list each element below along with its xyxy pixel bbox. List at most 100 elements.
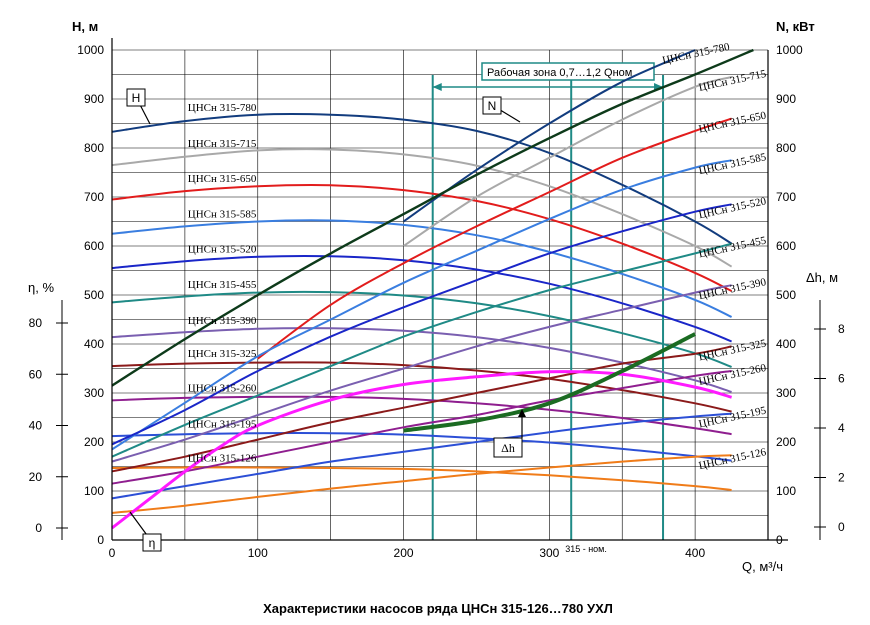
n-tick-label: 400 — [776, 337, 796, 351]
n-axis-title: N, кВт — [776, 19, 815, 34]
h-curve — [111, 219, 733, 318]
n-curve — [111, 454, 732, 514]
h-curve — [111, 361, 732, 413]
dh-tick-label: 4 — [838, 421, 845, 435]
eta-tick-label: 0 — [35, 521, 42, 535]
h-marker: H — [132, 91, 141, 105]
h-marker-box — [126, 88, 146, 107]
working-zone-label-box — [481, 62, 655, 81]
q-tick-label: 200 — [394, 546, 414, 560]
n-curve — [111, 284, 732, 463]
n-tick-label: 0 — [776, 533, 783, 547]
q-tick-label: 400 — [685, 546, 705, 560]
n-tick-label: 300 — [776, 386, 796, 400]
n-tick-label: 200 — [776, 435, 796, 449]
n-tick-label: 1000 — [776, 43, 803, 57]
eta-marker: η — [149, 536, 156, 550]
axes: 0100200300400500600700800900100001002003… — [29, 38, 845, 560]
dh-tick-label: 8 — [838, 322, 845, 336]
h-curve-label: ЦНСн 315-520 — [188, 244, 257, 256]
n-curve-label: ЦНСн 315-260 — [698, 362, 768, 388]
h-tick-label: 700 — [84, 190, 104, 204]
q-tick-label: 100 — [248, 546, 268, 560]
n-tick-label: 900 — [776, 92, 796, 106]
h-axis-title: Н, м — [72, 19, 98, 34]
h-tick-label: 800 — [84, 141, 104, 155]
h-tick-label: 1000 — [77, 43, 104, 57]
eta-tick-label: 80 — [29, 316, 43, 330]
h-curve-label: ЦНСн 315-585 — [188, 208, 257, 220]
h-curve — [111, 112, 733, 245]
n-curve-label: ЦНСн 315-195 — [698, 404, 768, 430]
dh-tick-label: 2 — [838, 471, 845, 485]
h-curve — [111, 183, 733, 292]
n-curve — [111, 203, 732, 446]
h-curve-label: ЦНСн 315-195 — [188, 419, 257, 431]
n-curve-label: ЦНСн 315-126 — [698, 446, 768, 472]
eta-axis-title: η, % — [28, 280, 54, 295]
n-marker: N — [488, 99, 497, 113]
n-curve — [111, 242, 732, 458]
h-curve-label: ЦНСн 315-715 — [188, 138, 257, 150]
nominal-flow-label: 315 - ном. — [565, 544, 607, 554]
h-curve — [111, 432, 732, 462]
working-zone-label: Рабочая зона 0,7…1,2 Qном — [487, 67, 632, 79]
n-curve — [111, 159, 732, 451]
x-axis-title: Q, м³/ч — [742, 559, 783, 574]
h-tick-label: 400 — [84, 337, 104, 351]
q-tick-label: 300 — [539, 546, 559, 560]
n-tick-label: 600 — [776, 239, 796, 253]
n-curve — [111, 370, 732, 485]
n-curve — [257, 117, 732, 360]
working-zone-arrowhead-left — [432, 83, 442, 91]
h-tick-label: 300 — [84, 386, 104, 400]
dh-marker: Δh — [501, 441, 515, 455]
special-curves — [111, 48, 754, 530]
h-tick-label: 100 — [84, 484, 104, 498]
dh-tick-label: 0 — [838, 520, 845, 534]
efficiency-curve — [111, 370, 733, 530]
dh-marker-box — [493, 437, 523, 458]
eta-tick-label: 40 — [29, 419, 43, 433]
h-curve — [111, 327, 732, 393]
h-curve — [111, 148, 733, 268]
h-curve-label: ЦНСн 315-780 — [188, 102, 257, 114]
h-curve — [111, 254, 732, 343]
h-curve — [111, 290, 732, 368]
h-curve-label: ЦНСн 315-390 — [188, 315, 257, 327]
n-curve-label: ЦНСн 315-715 — [698, 68, 768, 94]
n-curve-label: ЦНСн 315-455 — [698, 234, 768, 260]
h-curve-label: ЦНСн 315-455 — [188, 279, 257, 291]
n-marker-box — [482, 96, 502, 115]
n-curve-label: ЦНСн 315-585 — [698, 151, 768, 177]
h-tick-label: 500 — [84, 288, 104, 302]
n-curve — [403, 76, 732, 247]
h-curve-label: ЦНСн 315-126 — [188, 452, 257, 464]
npsh-curve — [403, 332, 697, 433]
n-curve-label: ЦНСн 315-325 — [698, 337, 768, 363]
working-zone: Рабочая зона 0,7…1,2 Qном 315 - ном. — [431, 62, 665, 554]
h-tick-label: 600 — [84, 239, 104, 253]
h-curve — [111, 466, 732, 491]
n-tick-label: 100 — [776, 484, 796, 498]
dh-axis-title: Δh, м — [806, 270, 838, 285]
n-curve-label: ЦНСн 315-650 — [698, 109, 768, 135]
n-tick-label: 700 — [776, 190, 796, 204]
h-tick-label: 900 — [84, 92, 104, 106]
eta-tick-label: 20 — [29, 470, 43, 484]
n-tick-label: 500 — [776, 288, 796, 302]
dh-marker-arrowhead — [518, 409, 526, 417]
h-tick-label: 200 — [84, 435, 104, 449]
dh-tick-label: 6 — [838, 372, 845, 386]
chart-title: Характеристики насосов ряда ЦНСн 315-126… — [263, 601, 613, 616]
q-tick-label: 0 — [109, 546, 116, 560]
h-curve-label: ЦНСн 315-650 — [188, 173, 257, 185]
n-tick-label: 800 — [776, 141, 796, 155]
n-curve — [111, 412, 732, 500]
n-envelope-curve — [111, 48, 754, 387]
eta-tick-label: 60 — [29, 367, 43, 381]
h-curve-label: ЦНСн 315-325 — [188, 348, 257, 360]
h-curve-label: ЦНСн 315-260 — [188, 382, 257, 394]
n-curve-label: ЦНСн 315-520 — [698, 195, 768, 221]
